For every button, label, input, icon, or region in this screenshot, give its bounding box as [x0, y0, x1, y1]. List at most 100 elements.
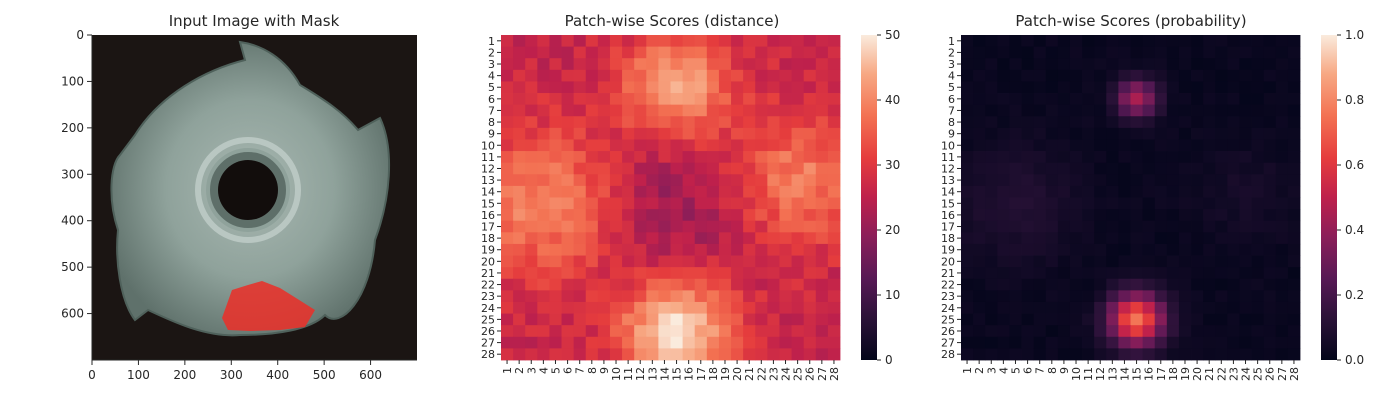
heatmap-cell [791, 104, 805, 117]
heatmap-cell [1021, 301, 1035, 314]
heatmap-cell [1239, 162, 1252, 175]
heatmap-cell [525, 325, 538, 338]
x-tick-label: 9 [1058, 367, 1071, 374]
x-tick-label: 25 [1252, 367, 1265, 381]
heatmap-cell [803, 151, 817, 164]
heatmap-cell [501, 220, 514, 233]
heatmap-cell [670, 255, 684, 268]
heatmap-cell [1045, 255, 1059, 268]
heatmap-cell [997, 81, 1010, 94]
heatmap-cell [694, 336, 708, 349]
heatmap-cell [827, 267, 841, 280]
heatmap-cell [1069, 197, 1083, 210]
heatmap-cell [1142, 46, 1156, 59]
heatmap-cell [815, 209, 829, 222]
heatmap-cell [803, 301, 817, 314]
y-tick-label: 23 [941, 290, 955, 303]
heatmap-cell [1130, 93, 1144, 106]
heatmap-cell [634, 267, 647, 280]
heatmap-cell [501, 81, 514, 94]
x-tick-label: 11 [622, 367, 635, 381]
x-tick-label: 100 [127, 368, 150, 382]
heatmap-cell [1227, 290, 1240, 303]
heatmap-cell [1009, 232, 1022, 245]
colorbar: 0.00.20.40.60.81.0 [1321, 28, 1364, 367]
heatmap-cell [658, 174, 671, 187]
heatmap-cell [1215, 267, 1228, 280]
heatmap-cell [973, 278, 986, 291]
heatmap-cell [985, 81, 998, 94]
heatmap-cell [985, 69, 998, 82]
heatmap-cell [501, 127, 514, 140]
heatmap-cell [1239, 267, 1252, 280]
heatmap-cell [1033, 93, 1047, 106]
heatmap-cell [1033, 104, 1047, 117]
heatmap-cell [706, 290, 720, 303]
heatmap-cell [1275, 116, 1289, 129]
heatmap-cell [1094, 81, 1107, 94]
heatmap-cell [1130, 104, 1144, 117]
heatmap-cell [1239, 127, 1252, 140]
heatmap-cell [1191, 174, 1204, 187]
heatmap-cell [1287, 278, 1301, 291]
heatmap-cell [779, 197, 792, 210]
y-tick-label: 18 [481, 232, 495, 245]
heatmap-cell [561, 81, 575, 94]
heatmap-cell [525, 116, 538, 129]
heatmap-cell [1021, 104, 1035, 117]
x-tick-label: 27 [1276, 367, 1289, 381]
heatmap-cell [1275, 93, 1289, 106]
heatmap-cell [791, 81, 805, 94]
heatmap-cell [1239, 232, 1252, 245]
heatmap-cell [1166, 220, 1180, 233]
heatmap-cell [961, 209, 974, 222]
heatmap-cell [1118, 69, 1131, 82]
heatmap-cell [1021, 151, 1035, 164]
heatmap-cell [1239, 301, 1252, 314]
heatmap-cell [1227, 232, 1240, 245]
heatmap-cell [1033, 116, 1047, 129]
heatmap-cell [755, 197, 768, 210]
heatmap-cell [731, 278, 744, 291]
heatmap-cell [997, 151, 1010, 164]
heatmap-cell [791, 255, 805, 268]
heatmap-cell [585, 35, 599, 48]
heatmap-cell [646, 243, 659, 256]
heatmap-cell [1251, 278, 1265, 291]
heatmap-cell [670, 336, 684, 349]
heatmap-cell [1094, 243, 1107, 256]
heatmap-cell [718, 301, 732, 314]
heatmap-cell [1021, 267, 1035, 280]
heatmap-cell [1082, 290, 1095, 303]
heatmap-cell [1154, 58, 1168, 71]
heatmap-cell [961, 93, 974, 106]
heatmap-cell [1033, 243, 1047, 256]
heatmap-cell [513, 336, 526, 349]
heatmap-cell [1069, 336, 1083, 349]
heatmap-cell [1094, 104, 1107, 117]
heatmap-cell [1239, 325, 1252, 338]
heatmap-cell [1215, 290, 1228, 303]
heatmap-cell [779, 278, 792, 291]
heatmap-cell [803, 267, 817, 280]
heatmap-cell [501, 104, 514, 117]
heatmap-cell [1227, 301, 1240, 314]
heatmap-cell [1106, 267, 1119, 280]
heatmap-cell [597, 174, 611, 187]
x-tick-label: 26 [1264, 367, 1277, 381]
heatmap-cell [682, 35, 696, 48]
y-tick-label: 2 [948, 46, 955, 59]
heatmap-cell [1045, 46, 1059, 59]
heatmap-cell [1057, 301, 1071, 314]
heatmap-cell [779, 69, 792, 82]
heatmap-cell [549, 151, 562, 164]
heatmap-cell [1057, 69, 1071, 82]
heatmap-cell [997, 139, 1010, 152]
heatmap-cell [961, 267, 974, 280]
heatmap-cell [1057, 232, 1071, 245]
heatmap-cell [1021, 313, 1035, 326]
heatmap-cell [827, 127, 841, 140]
heatmap-cell [1251, 127, 1265, 140]
heatmap-cell [513, 174, 526, 187]
heatmap-cell [682, 290, 696, 303]
